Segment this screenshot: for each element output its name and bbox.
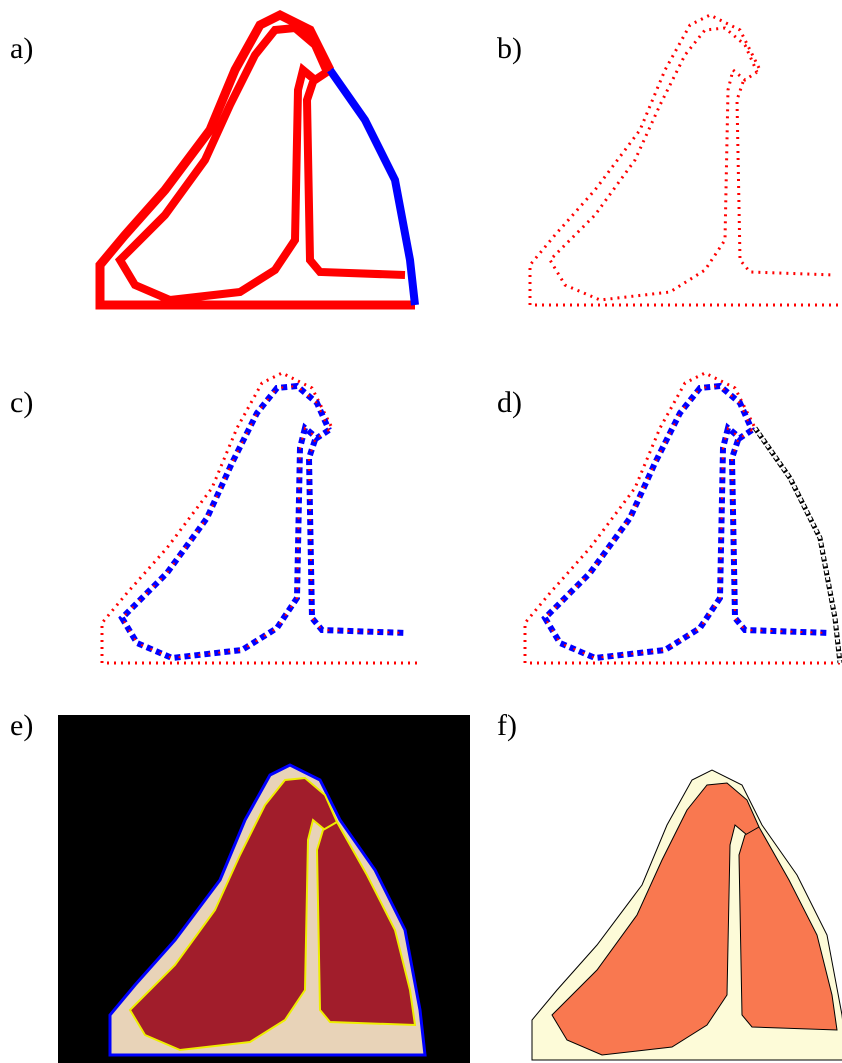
panel-label: e) [10, 709, 33, 742]
panel-c [102, 373, 417, 663]
panel-d [525, 373, 840, 663]
panel-label: f) [497, 709, 517, 742]
panel-label: a) [10, 32, 33, 65]
panel-label: b) [497, 32, 522, 65]
panel-f [532, 770, 842, 1060]
panel-label: d) [497, 386, 522, 419]
panel-b [530, 15, 842, 305]
panel-a [100, 15, 415, 305]
panel-label: c) [10, 386, 33, 419]
figure: a) b) c) d) e) f) [0, 0, 842, 1063]
